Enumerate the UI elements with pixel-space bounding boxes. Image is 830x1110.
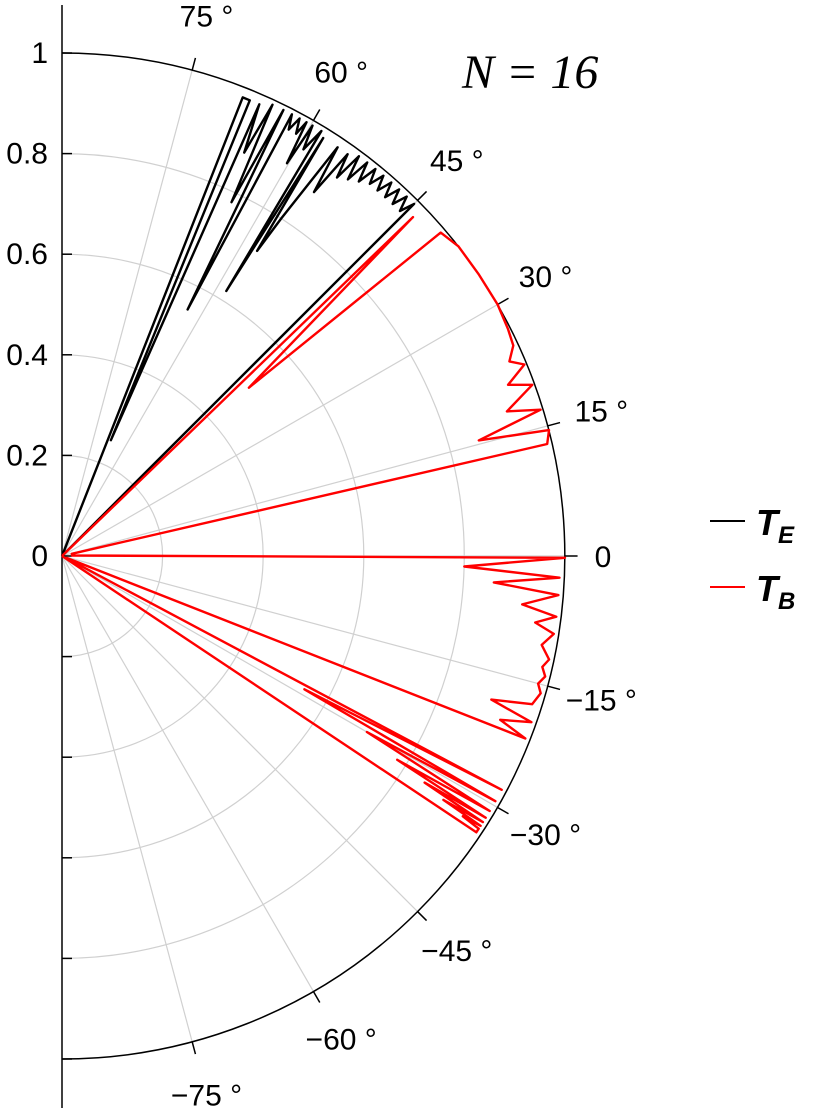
legend-label-tb-sub: B [778, 588, 795, 615]
angle-tick-label: 30 ° [519, 261, 573, 294]
angle-tick-label: −30 ° [510, 819, 581, 852]
grid-spoke [61, 555, 193, 1043]
grid-spoke [61, 120, 315, 557]
grid-spoke [61, 303, 498, 557]
chart-title: N = 16 [461, 46, 598, 99]
radial-tick-label: 0.8 [6, 138, 48, 171]
angle-tick [191, 1041, 197, 1055]
angle-tick-label: −45 ° [421, 935, 492, 968]
angle-tick [417, 911, 428, 922]
angle-tick [547, 685, 561, 691]
angle-tick-label: −75 ° [171, 1079, 242, 1110]
legend-label-te-sub: E [778, 522, 795, 549]
angle-tick [497, 297, 509, 306]
tick-labels: 0 0.2 0.4 0.6 0.8 1 75 ° 60 ° 45 ° 30 ° 15 ° 0 −15 °… [6, 1, 637, 1110]
radial-tick-label: 0.4 [6, 339, 48, 372]
series-line-tb [61, 215, 567, 834]
angle-tick-label: 15 ° [574, 395, 628, 428]
angle-tick [497, 806, 509, 815]
angle-tick-label: −60 ° [306, 1024, 377, 1057]
angle-tick-label: 0 [595, 541, 612, 574]
angle-tick-label: 75 ° [180, 1, 234, 34]
legend-label-te-main: T [756, 502, 781, 543]
angle-tick [417, 190, 428, 201]
series-layer [60, 96, 567, 834]
radial-tick-label: 0.2 [6, 439, 48, 472]
legend-label-tb-main: T [756, 568, 781, 609]
grid-spoke [61, 425, 549, 557]
series-line-te [60, 96, 416, 557]
angle-tick-label: 60 ° [314, 56, 368, 89]
angle-tick-label: 45 ° [430, 145, 484, 178]
grid-spoke [61, 555, 498, 809]
angle-tick-label: −15 ° [566, 685, 637, 718]
angle-tick [312, 109, 321, 121]
angle-tick [312, 991, 321, 1003]
angle-tick [191, 57, 197, 71]
grid-spoke [61, 555, 315, 992]
grid-spoke [61, 555, 549, 687]
legend: TE TB [710, 502, 795, 615]
grid-spoke [61, 69, 193, 557]
radial-tick-label: 0 [31, 540, 48, 573]
outer-arc [61, 52, 566, 1060]
grid-spoke [61, 555, 419, 913]
polar-grid [61, 69, 565, 1043]
legend-label-te: TE [756, 502, 795, 549]
radial-tick-label: 1 [31, 37, 48, 70]
legend-label-tb: TB [756, 568, 795, 615]
radial-tick-label: 0.6 [6, 238, 48, 271]
angle-tick [547, 421, 561, 427]
